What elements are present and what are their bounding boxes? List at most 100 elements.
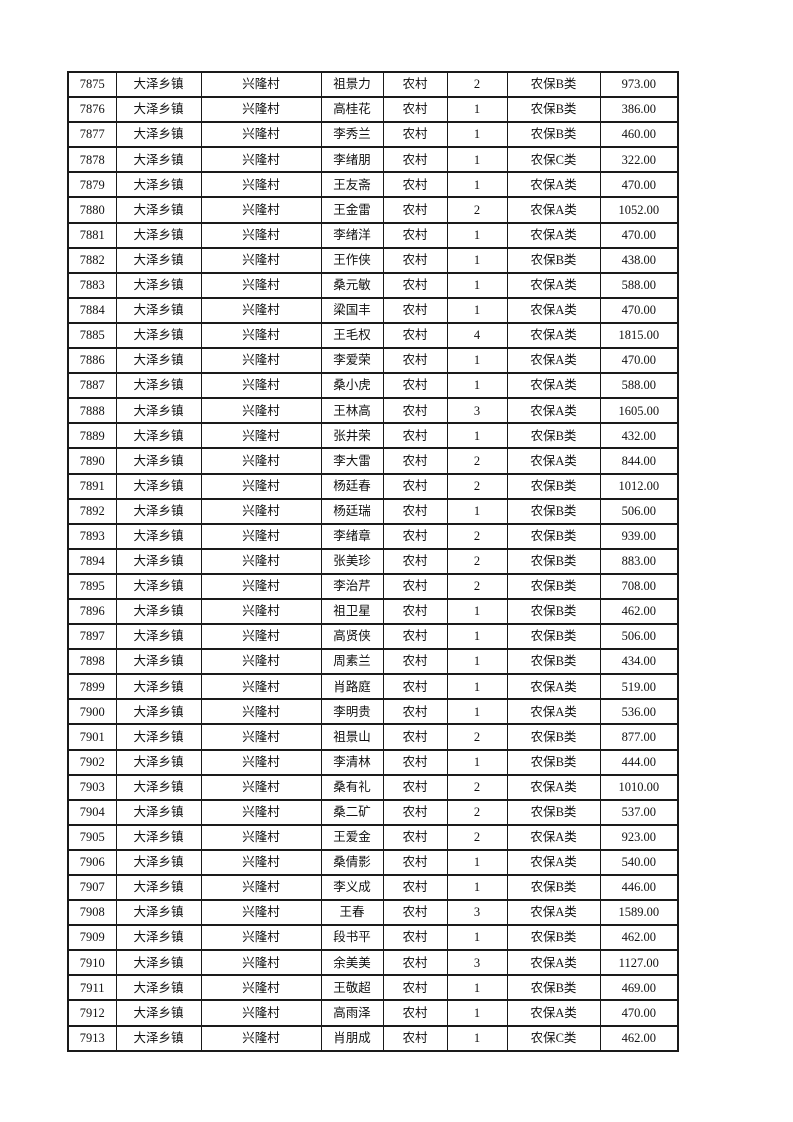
town-cell: 大泽乡镇 xyxy=(115,899,202,927)
amount-cell: 537.00 xyxy=(599,798,679,826)
insurance-class-cell: 农保B类 xyxy=(506,974,601,1002)
table-row: 7885 大泽乡镇 兴隆村 王毛权 农村 4 农保A类 1815.00 xyxy=(67,321,679,350)
person-count-cell: 1 xyxy=(446,96,508,124)
table-row: 7893 大泽乡镇 兴隆村 李绪章 农村 2 农保B类 939.00 xyxy=(67,522,679,550)
village-cell: 兴隆村 xyxy=(200,873,322,902)
residence-type-cell: 农村 xyxy=(382,422,448,450)
village-cell: 兴隆村 xyxy=(200,221,322,249)
table-row: 7892 大泽乡镇 兴隆村 杨廷瑞 农村 1 农保B类 506.00 xyxy=(67,497,679,525)
village-cell: 兴隆村 xyxy=(200,798,322,826)
residence-type-cell: 农村 xyxy=(382,96,448,124)
table-row: 7902 大泽乡镇 兴隆村 李清林 农村 1 农保B类 444.00 xyxy=(67,748,679,776)
serial-number-cell: 7891 xyxy=(67,472,117,500)
insurance-class-cell: 农保A类 xyxy=(506,949,601,977)
table-row: 7877 大泽乡镇 兴隆村 李秀兰 农村 1 农保B类 460.00 xyxy=(67,121,679,149)
serial-number-cell: 7907 xyxy=(67,873,117,902)
amount-cell: 322.00 xyxy=(599,146,679,174)
name-cell: 王敬超 xyxy=(320,974,384,1002)
table-row: 7895 大泽乡镇 兴隆村 李治芹 农村 2 农保B类 708.00 xyxy=(67,572,679,600)
village-cell: 兴隆村 xyxy=(200,597,322,626)
name-cell: 杨廷瑞 xyxy=(320,497,384,525)
residence-type-cell: 农村 xyxy=(382,999,448,1027)
insurance-class-cell: 农保B类 xyxy=(506,597,601,626)
amount-cell: 462.00 xyxy=(599,924,679,952)
table-row: 7912 大泽乡镇 兴隆村 高雨泽 农村 1 农保A类 470.00 xyxy=(67,999,679,1027)
person-count-cell: 1 xyxy=(446,974,508,1002)
amount-cell: 1815.00 xyxy=(599,321,679,350)
table-row: 7876 大泽乡镇 兴隆村 高桂花 农村 1 农保B类 386.00 xyxy=(67,96,679,124)
table-row: 7886 大泽乡镇 兴隆村 李爱荣 农村 1 农保A类 470.00 xyxy=(67,347,679,375)
table-row: 7911 大泽乡镇 兴隆村 王敬超 农村 1 农保B类 469.00 xyxy=(67,974,679,1002)
amount-cell: 460.00 xyxy=(599,121,679,149)
person-count-cell: 2 xyxy=(446,773,508,801)
name-cell: 肖路庭 xyxy=(320,673,384,701)
serial-number-cell: 7881 xyxy=(67,221,117,249)
serial-number-cell: 7908 xyxy=(67,899,117,927)
name-cell: 李义成 xyxy=(320,873,384,902)
residence-type-cell: 农村 xyxy=(382,597,448,626)
serial-number-cell: 7885 xyxy=(67,321,117,350)
table-row: 7894 大泽乡镇 兴隆村 张美珍 农村 2 农保B类 883.00 xyxy=(67,547,679,575)
town-cell: 大泽乡镇 xyxy=(115,422,202,450)
serial-number-cell: 7875 xyxy=(67,70,117,99)
serial-number-cell: 7903 xyxy=(67,773,117,801)
person-count-cell: 1 xyxy=(446,146,508,174)
amount-cell: 844.00 xyxy=(599,447,679,475)
residence-type-cell: 农村 xyxy=(382,171,448,199)
town-cell: 大泽乡镇 xyxy=(115,271,202,299)
amount-cell: 432.00 xyxy=(599,422,679,450)
table-body: 7875 大泽乡镇 兴隆村 祖景力 农村 2 农保B类 973.00 7876 大泽乡镇 兴隆村 高桂… xyxy=(67,70,679,1052)
person-count-cell: 1 xyxy=(446,748,508,776)
residence-type-cell: 农村 xyxy=(382,522,448,550)
village-cell: 兴隆村 xyxy=(200,447,322,475)
village-cell: 兴隆村 xyxy=(200,196,322,224)
village-cell: 兴隆村 xyxy=(200,246,322,274)
village-cell: 兴隆村 xyxy=(200,372,322,400)
serial-number-cell: 7886 xyxy=(67,347,117,375)
town-cell: 大泽乡镇 xyxy=(115,723,202,751)
town-cell: 大泽乡镇 xyxy=(115,447,202,475)
village-cell: 兴隆村 xyxy=(200,748,322,776)
serial-number-cell: 7895 xyxy=(67,572,117,600)
serial-number-cell: 7899 xyxy=(67,673,117,701)
serial-number-cell: 7889 xyxy=(67,422,117,450)
residence-type-cell: 农村 xyxy=(382,321,448,350)
town-cell: 大泽乡镇 xyxy=(115,96,202,124)
village-cell: 兴隆村 xyxy=(200,271,322,299)
village-cell: 兴隆村 xyxy=(200,773,322,801)
town-cell: 大泽乡镇 xyxy=(115,673,202,701)
residence-type-cell: 农村 xyxy=(382,246,448,274)
table-row: 7890 大泽乡镇 兴隆村 李大雷 农村 2 农保A类 844.00 xyxy=(67,447,679,475)
amount-cell: 883.00 xyxy=(599,547,679,575)
town-cell: 大泽乡镇 xyxy=(115,1024,202,1052)
person-count-cell: 1 xyxy=(446,221,508,249)
village-cell: 兴隆村 xyxy=(200,321,322,350)
person-count-cell: 1 xyxy=(446,347,508,375)
village-cell: 兴隆村 xyxy=(200,472,322,500)
serial-number-cell: 7880 xyxy=(67,196,117,224)
town-cell: 大泽乡镇 xyxy=(115,347,202,375)
village-cell: 兴隆村 xyxy=(200,974,322,1002)
residence-type-cell: 农村 xyxy=(382,949,448,977)
residence-type-cell: 农村 xyxy=(382,723,448,751)
town-cell: 大泽乡镇 xyxy=(115,472,202,500)
insurance-class-cell: 农保B类 xyxy=(506,522,601,550)
amount-cell: 462.00 xyxy=(599,1024,679,1052)
town-cell: 大泽乡镇 xyxy=(115,572,202,600)
table-row: 7884 大泽乡镇 兴隆村 梁国丰 农村 1 农保A类 470.00 xyxy=(67,296,679,324)
insurance-class-cell: 农保B类 xyxy=(506,572,601,600)
serial-number-cell: 7904 xyxy=(67,798,117,826)
table-row: 7901 大泽乡镇 兴隆村 祖景山 农村 2 农保B类 877.00 xyxy=(67,723,679,751)
person-count-cell: 1 xyxy=(446,1024,508,1052)
name-cell: 李绪朋 xyxy=(320,146,384,174)
person-count-cell: 2 xyxy=(446,70,508,99)
amount-cell: 1012.00 xyxy=(599,472,679,500)
residence-type-cell: 农村 xyxy=(382,447,448,475)
name-cell: 王毛权 xyxy=(320,321,384,350)
insurance-class-cell: 农保A类 xyxy=(506,296,601,324)
residence-type-cell: 农村 xyxy=(382,372,448,400)
residence-type-cell: 农村 xyxy=(382,472,448,500)
table-row: 7878 大泽乡镇 兴隆村 李绪朋 农村 1 农保C类 322.00 xyxy=(67,146,679,174)
town-cell: 大泽乡镇 xyxy=(115,547,202,575)
amount-cell: 470.00 xyxy=(599,171,679,199)
